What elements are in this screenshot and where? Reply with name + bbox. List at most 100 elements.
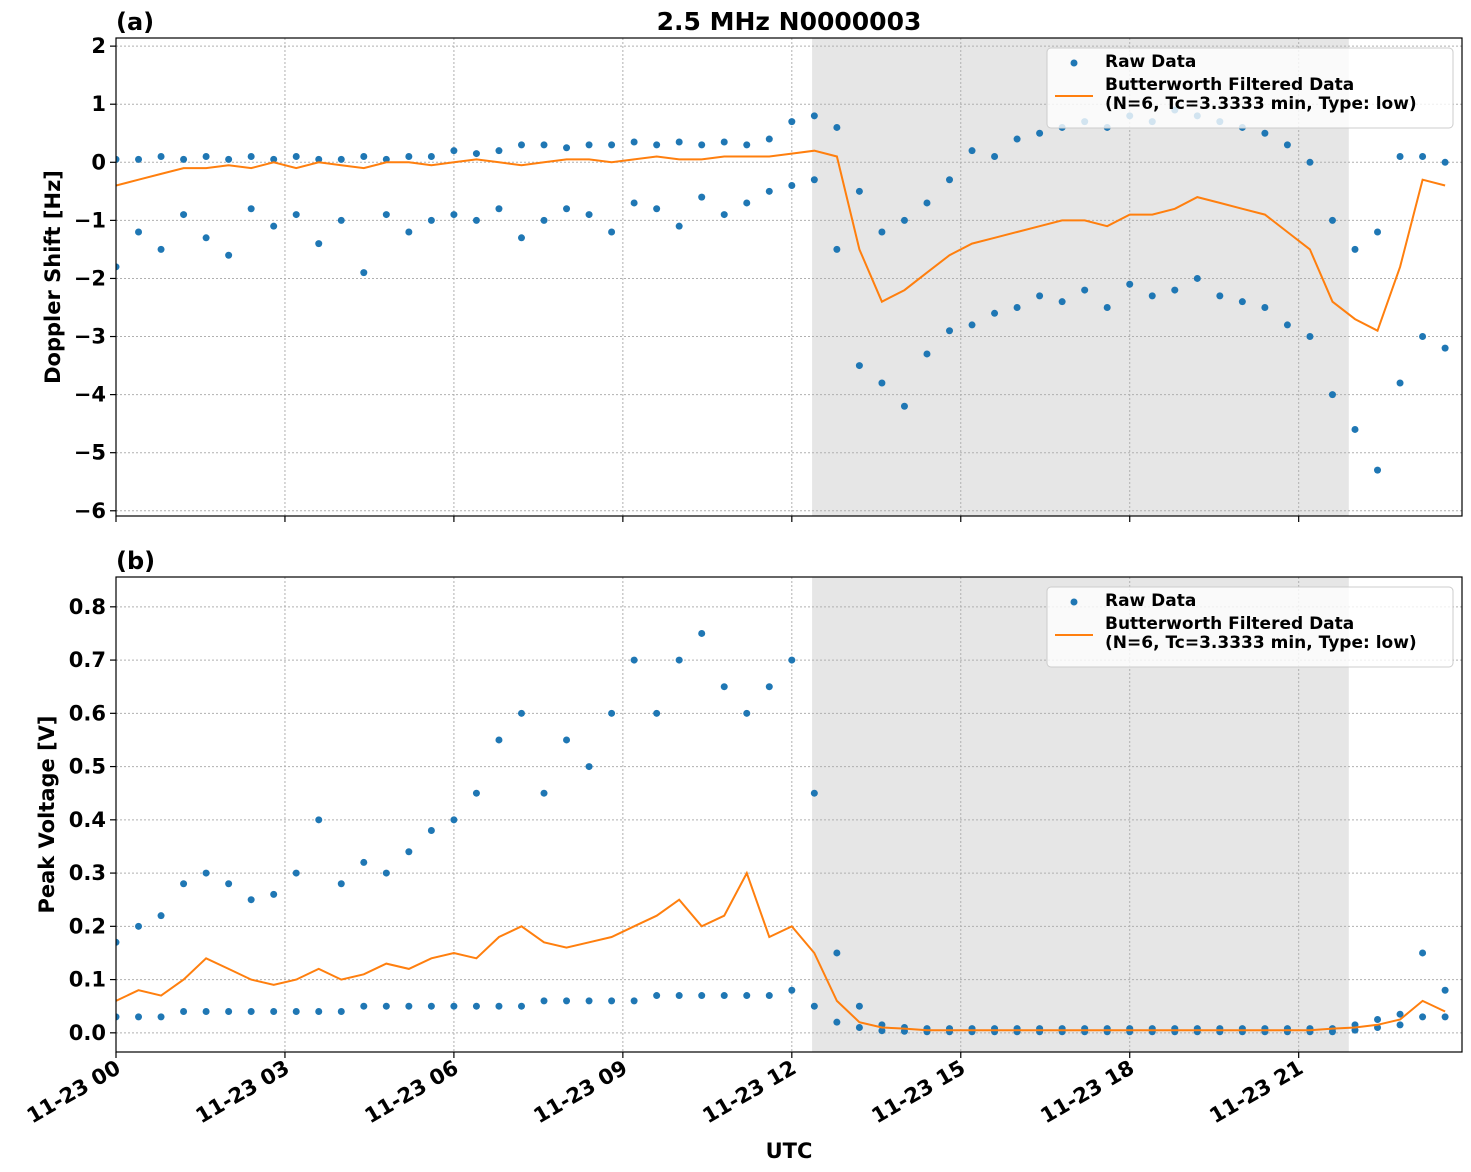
raw-point [585, 763, 593, 771]
raw-point [608, 228, 616, 236]
raw-point [1328, 1028, 1336, 1036]
raw-point [225, 1008, 233, 1016]
raw-point [1396, 379, 1404, 387]
raw-point [517, 141, 525, 149]
raw-point [247, 205, 255, 213]
raw-point [1103, 303, 1111, 311]
x-tick-label: 11-23 06 [361, 1056, 463, 1129]
raw-point [472, 789, 480, 797]
raw-point [878, 379, 886, 387]
raw-point [405, 228, 413, 236]
raw-point [157, 1013, 165, 1021]
raw-point [495, 736, 503, 744]
raw-point [382, 869, 390, 877]
raw-point [630, 199, 638, 207]
raw-point [337, 216, 345, 224]
raw-point [427, 216, 435, 224]
raw-point [788, 986, 796, 994]
raw-point [405, 152, 413, 160]
raw-point [495, 205, 503, 213]
raw-point [315, 1008, 323, 1016]
axes-frame [115, 37, 1463, 517]
raw-point [608, 997, 616, 1005]
raw-point [585, 141, 593, 149]
raw-point [653, 992, 661, 1000]
raw-point [360, 269, 368, 277]
raw-point [1261, 303, 1269, 311]
raw-point [833, 1018, 841, 1026]
raw-point [540, 997, 548, 1005]
raw-point [540, 789, 548, 797]
raw-point [202, 1008, 210, 1016]
raw-point [270, 1008, 278, 1016]
raw-point [292, 152, 300, 160]
raw-point [405, 1002, 413, 1010]
raw-point [765, 135, 773, 143]
legend-label: Butterworth Filtered Data (N=6, Tc=3.333… [1105, 615, 1417, 653]
raw-point [698, 193, 706, 201]
raw-point [743, 199, 751, 207]
raw-point [135, 155, 143, 163]
raw-point [292, 869, 300, 877]
raw-point [360, 858, 368, 866]
y-tick-label: −3 [74, 325, 106, 349]
raw-point [1036, 292, 1044, 300]
raw-point [585, 997, 593, 1005]
y-tick-label: 0.4 [69, 808, 106, 832]
raw-point [225, 251, 233, 259]
raw-point [653, 709, 661, 717]
raw-point [360, 1002, 368, 1010]
raw-point [270, 155, 278, 163]
raw-point [1396, 1021, 1404, 1029]
raw-point [900, 402, 908, 410]
raw-point [1328, 216, 1336, 224]
raw-point [653, 141, 661, 149]
y-tick-label: 0.5 [69, 755, 106, 779]
raw-point [116, 155, 120, 163]
raw-point [1396, 152, 1404, 160]
panel-label: (b) [116, 547, 155, 575]
raw-point [157, 245, 165, 253]
legend-entry: Raw Data [1105, 53, 1196, 72]
raw-point [427, 1002, 435, 1010]
raw-point [472, 1002, 480, 1010]
raw-point [315, 816, 323, 824]
raw-point [946, 327, 954, 335]
raw-point [180, 155, 188, 163]
y-tick-label: 0.2 [69, 914, 106, 938]
raw-point [855, 362, 863, 370]
raw-point [630, 138, 638, 146]
raw-point [472, 150, 480, 158]
raw-point [720, 138, 728, 146]
raw-point [517, 709, 525, 717]
raw-point [292, 211, 300, 219]
raw-point [202, 869, 210, 877]
raw-point [765, 992, 773, 1000]
y-tick-label: −5 [74, 441, 106, 465]
raw-point [675, 222, 683, 230]
raw-point [608, 141, 616, 149]
raw-point [698, 992, 706, 1000]
raw-point [1441, 986, 1449, 994]
raw-point [1283, 141, 1291, 149]
raw-point [450, 816, 458, 824]
y-axis-label: Doppler Shift [Hz] [41, 170, 65, 384]
raw-point [698, 141, 706, 149]
y-tick-label: 0.8 [69, 595, 106, 619]
x-tick-label: 11-23 03 [192, 1056, 294, 1129]
axes-frame [115, 576, 1463, 1053]
raw-point [991, 309, 999, 317]
raw-point [157, 152, 165, 160]
raw-point [1058, 298, 1066, 306]
raw-point [563, 205, 571, 213]
raw-point [270, 222, 278, 230]
raw-point [1216, 292, 1224, 300]
legend: Raw Data Butterworth Filtered Data (N=6, … [1046, 47, 1454, 129]
raw-point [743, 992, 751, 1000]
legend-entry: Butterworth Filtered Data (N=6, Tc=3.333… [1105, 76, 1417, 114]
raw-point [675, 138, 683, 146]
raw-point [1036, 129, 1044, 137]
raw-point [855, 1024, 863, 1032]
y-tick-label: 0.3 [69, 861, 106, 885]
